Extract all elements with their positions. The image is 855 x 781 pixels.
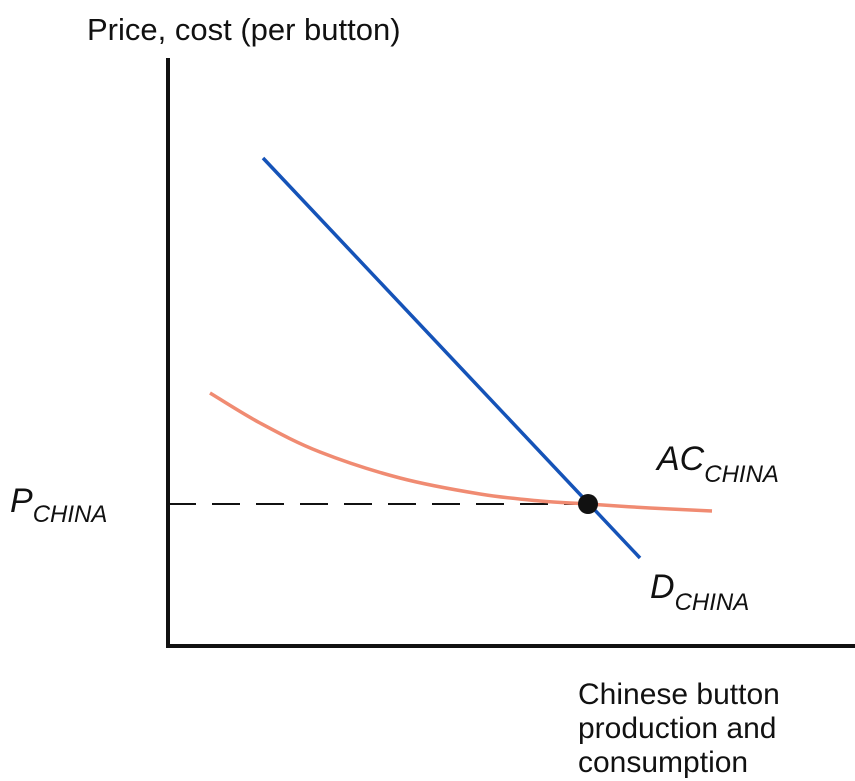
x-axis-title-line-3: consumption [578,746,748,779]
equilibrium-point [578,494,598,514]
demand-label-main: D [650,568,675,606]
y-axis-title: Price, cost (per button) [87,12,401,47]
demand-curve [261,156,642,560]
x-axis-title-line-2: production and [578,712,777,745]
average-cost-label-main: AC [655,440,705,478]
x-axis-title: Chinese button production and consumptio… [578,678,788,779]
demand-label: DCHINA [650,568,749,616]
price-label: PCHINA [10,482,107,528]
price-label-main: P [10,482,33,520]
demand-label-sub: CHINA [675,589,750,616]
price-label-sub: CHINA [33,501,108,528]
average-cost-label: ACCHINA [655,440,779,488]
x-axis-title-line-1: Chinese button [578,678,780,711]
average-cost-curve [209,391,713,513]
average-cost-label-sub: CHINA [704,461,779,488]
